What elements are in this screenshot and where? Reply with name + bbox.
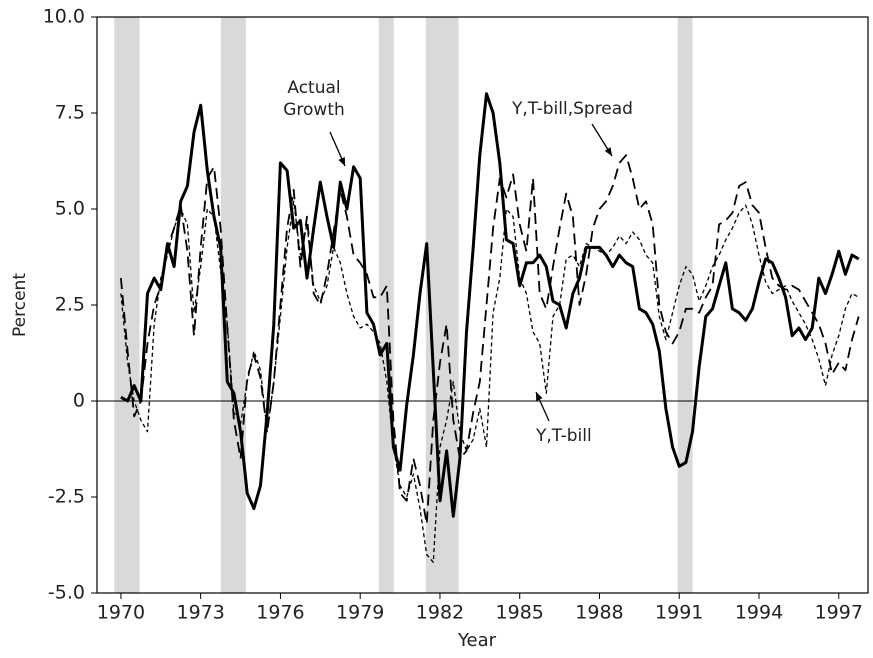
y-axis-label: Percent <box>10 273 30 337</box>
annotation: Y,T-bill,Spread <box>512 99 633 119</box>
annotation-arrowhead <box>338 157 345 166</box>
x-tick-label: 1988 <box>575 602 623 624</box>
y-tick-label: 7.5 <box>55 102 85 124</box>
x-tick-label: 1991 <box>655 602 703 624</box>
y-tick-label: -2.5 <box>48 486 85 508</box>
annotation: Actual Growth <box>283 78 345 120</box>
y-tick-label: 10.0 <box>43 6 85 28</box>
recession-shade <box>114 17 140 593</box>
x-tick-label: 1979 <box>336 602 384 624</box>
x-tick-label: 1982 <box>416 602 464 624</box>
x-tick-label: 1970 <box>97 602 145 624</box>
annotation-arrowhead <box>536 392 543 401</box>
series-line <box>120 200 860 563</box>
series-line <box>120 154 860 525</box>
y-tick-label: 0 <box>73 390 85 412</box>
recession-shade <box>378 17 394 593</box>
x-tick-label: 1994 <box>735 602 783 624</box>
y-tick-label: 2.5 <box>55 294 85 316</box>
recession-shade <box>220 17 246 593</box>
y-tick-label: 5.0 <box>55 198 85 220</box>
recession-shade <box>677 17 693 593</box>
annotation: Y,T-bill <box>536 426 592 446</box>
x-axis-label: Year <box>457 630 497 651</box>
series-line <box>120 92 860 518</box>
x-tick-label: 1985 <box>496 602 544 624</box>
annotation-arrowhead <box>604 147 612 156</box>
x-tick-label: 1976 <box>256 602 304 624</box>
plot-frame <box>96 16 869 594</box>
x-tick-label: 1973 <box>177 602 225 624</box>
x-tick-label: 1997 <box>815 602 863 624</box>
y-tick-label: -5.0 <box>48 582 85 604</box>
